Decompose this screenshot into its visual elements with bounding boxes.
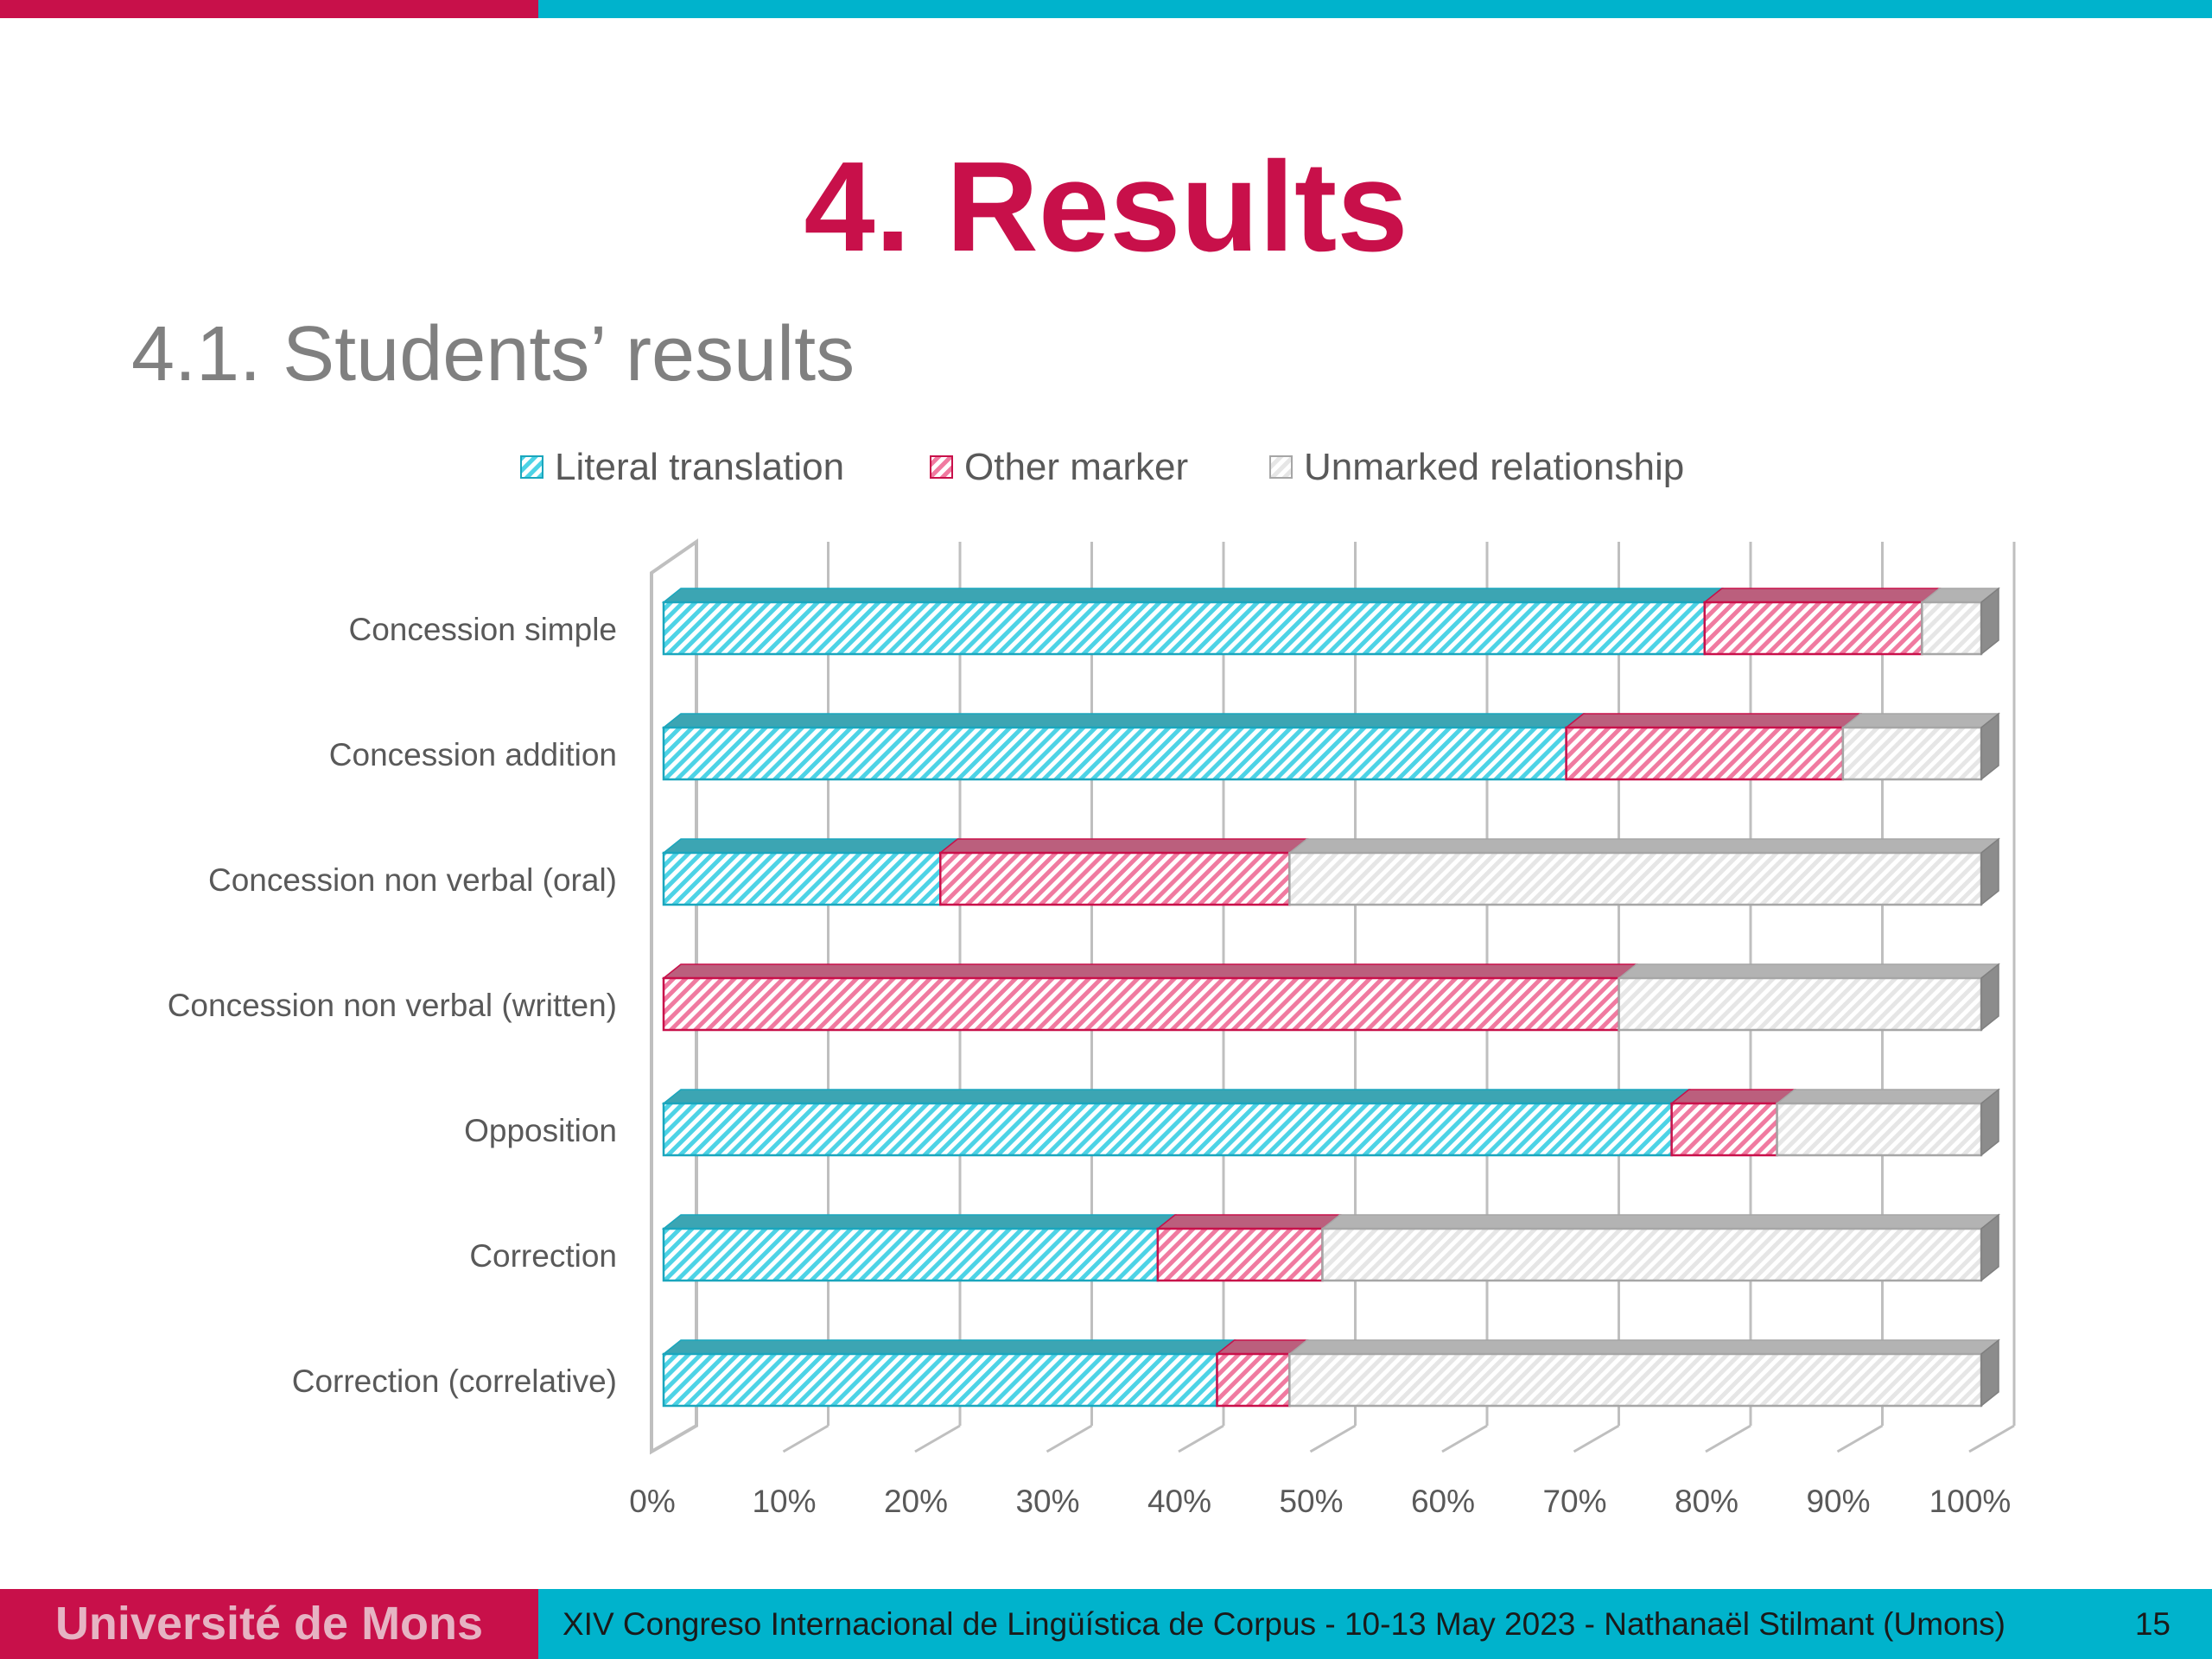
bar-side-face [1980, 1213, 1999, 1282]
chart-legend: Literal translation Other marker Unmarked … [520, 446, 1684, 488]
bar-segment [1670, 1102, 1778, 1157]
floor-line [1705, 1424, 1751, 1453]
legend-swatch-2 [1269, 455, 1293, 479]
category-label: Opposition [464, 1113, 617, 1148]
bar-segment [1321, 1227, 1983, 1282]
footer-conference-band: XIV Congreso Internacional de Lingüístic… [538, 1589, 2212, 1659]
bar-top-face [661, 1089, 1691, 1104]
bar-segment [1703, 601, 1923, 656]
x-tick-label: 50% [1279, 1484, 1343, 1519]
bar-top-face [661, 713, 1586, 728]
x-tick-label: 0% [629, 1484, 675, 1519]
page-number: 15 [2134, 1606, 2171, 1642]
bar-segment [1288, 851, 1983, 906]
category-label: Concession addition [329, 737, 617, 772]
bar-segment [1618, 976, 1983, 1032]
chart-bars [661, 587, 2001, 1408]
category-label: Concession non verbal (oral) [208, 862, 617, 898]
x-tick-label: 60% [1411, 1484, 1475, 1519]
bar-top-face [1287, 1339, 2001, 1355]
category-label: Concession non verbal (written) [168, 988, 617, 1023]
x-tick-label: 80% [1675, 1484, 1738, 1519]
category-label: Correction [469, 1238, 617, 1274]
bar-top-face [661, 1339, 1236, 1355]
stacked-bar-chart: Literal translation Other marker Unmarked … [168, 446, 2016, 1519]
top-accent-bar-cyan [538, 0, 2212, 18]
category-label: Correction (correlative) [292, 1363, 617, 1399]
category-label: Concession simple [348, 612, 617, 647]
bar-top-face [661, 588, 1724, 603]
bar-segment [1288, 1352, 1983, 1408]
top-accent-bar-red [0, 0, 538, 18]
bar-side-face [1980, 1338, 1999, 1408]
floor-line [1968, 1424, 2015, 1453]
bar-top-face [1669, 1089, 1796, 1104]
bar-segment [662, 1102, 1673, 1157]
x-tick-label: 90% [1806, 1484, 1870, 1519]
bar-side-face [1980, 587, 1999, 656]
bar-segment [662, 851, 942, 906]
left-wall [650, 538, 698, 1455]
bar-top-face [1155, 1214, 1342, 1230]
floor-line [1573, 1424, 1620, 1453]
x-tick-label: 40% [1147, 1484, 1211, 1519]
bar-segment [1216, 1352, 1291, 1408]
floor-line [1836, 1424, 1884, 1453]
bar-side-face [1980, 837, 1999, 906]
x-tick-label: 100% [1929, 1484, 2012, 1519]
university-name: Université de Mons [54, 1598, 484, 1649]
x-tick-labels: 0% 10% 20% 30% 40% 50% 60% 70% 80% 90% 100% [629, 1484, 2011, 1519]
x-tick-label: 30% [1015, 1484, 1079, 1519]
footer-university-band: Université de Mons [0, 1589, 538, 1659]
bar-top-face [938, 838, 1309, 854]
x-tick-label: 70% [1542, 1484, 1606, 1519]
floor-line [1309, 1424, 1357, 1453]
conference-info: XIV Congreso Internacional de Lingüístic… [563, 1606, 2005, 1642]
legend-label-1: Other marker [964, 446, 1188, 488]
slide-title: 4. Results [804, 136, 1408, 278]
floor-line [1046, 1424, 1093, 1453]
bar-side-face [1980, 712, 1999, 781]
floor-line [914, 1424, 961, 1453]
slide-subtitle: 4.1. Students’ results [131, 311, 855, 397]
legend-label-0: Literal translation [555, 446, 844, 488]
legend-swatch-1 [930, 455, 953, 479]
x-tick-label: 10% [752, 1484, 816, 1519]
bar-side-face [1980, 1088, 1999, 1157]
floor-line [1178, 1424, 1224, 1453]
bar-segment [1565, 726, 1845, 781]
bar-segment [1156, 1227, 1324, 1282]
bar-top-face [661, 838, 960, 854]
bar-top-face [661, 1214, 1178, 1230]
bar-top-face [1287, 838, 2001, 854]
bar-segment [662, 1227, 1160, 1282]
bar-segment [662, 601, 1706, 656]
x-tick-label: 20% [884, 1484, 948, 1519]
bar-top-face [1775, 1089, 2001, 1104]
legend-swatch-0 [520, 455, 543, 479]
bar-segment [662, 1352, 1218, 1408]
bar-segment [662, 976, 1620, 1032]
bar-segment [1776, 1102, 1983, 1157]
bar-top-face [1617, 963, 2001, 979]
bar-top-face [1320, 1214, 2001, 1230]
bar-top-face [1702, 588, 1942, 603]
legend-label-2: Unmarked relationship [1304, 446, 1684, 488]
bar-top-face [661, 963, 1638, 979]
bar-top-face [1564, 713, 1863, 728]
bar-segment [662, 726, 1567, 781]
bar-segment [1921, 601, 1983, 656]
bar-top-face [1840, 713, 2001, 728]
floor-line [1441, 1424, 1488, 1453]
bar-segment [1841, 726, 1983, 781]
bar-side-face [1980, 963, 1999, 1032]
floor-line [782, 1424, 830, 1453]
category-labels: Concession simple Concession addition Conc… [168, 612, 617, 1399]
bar-segment [939, 851, 1291, 906]
